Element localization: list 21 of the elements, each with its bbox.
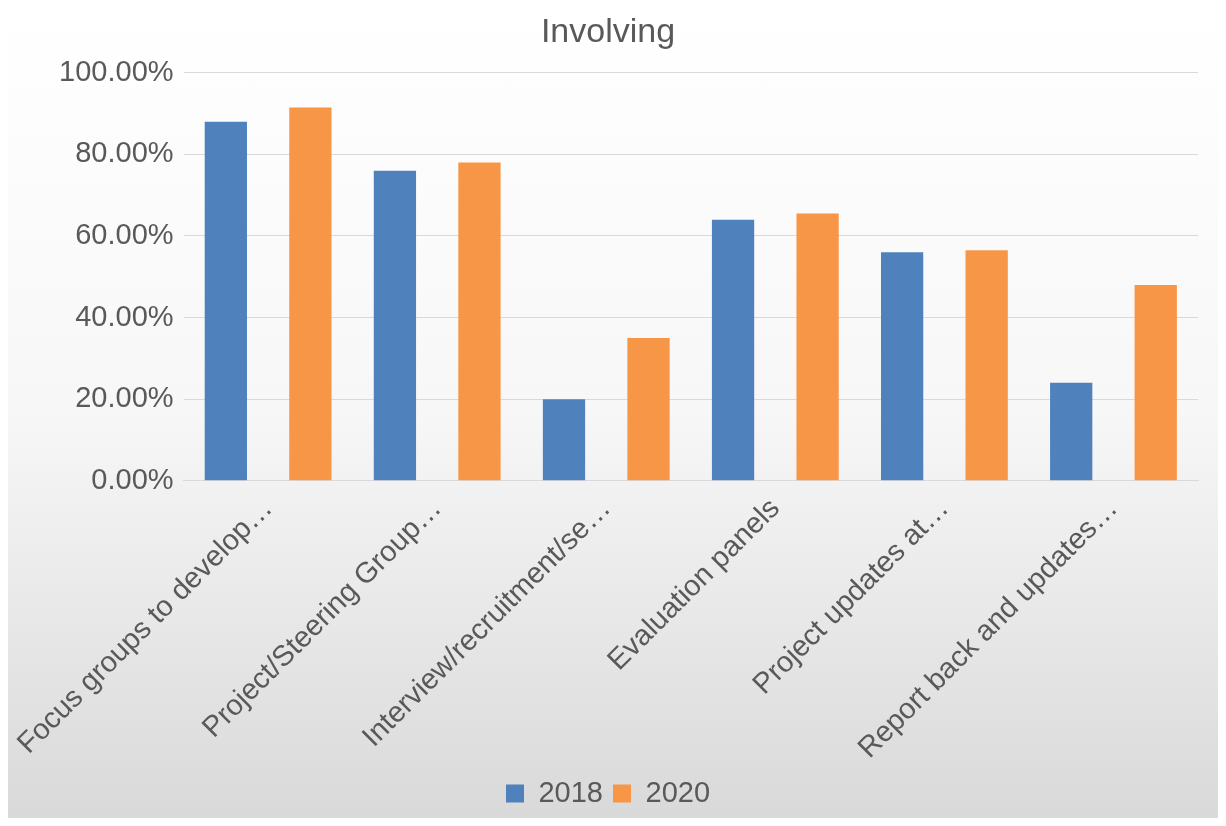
bar [880, 252, 924, 481]
bar [204, 121, 247, 481]
y-tick-label: 40.00% [75, 299, 174, 332]
bar [1050, 382, 1093, 481]
y-tick-label: 80.00% [75, 136, 174, 169]
y-tick-label: 0.00% [91, 462, 174, 495]
legend-label: 2020 [645, 775, 711, 808]
bar [796, 213, 839, 481]
chart-title: Involving [540, 10, 676, 49]
bar [711, 219, 755, 481]
bar [458, 162, 501, 481]
legend-label: 2018 [538, 775, 603, 808]
y-tick-label: 20.00% [75, 381, 174, 414]
bar [373, 170, 417, 481]
bar [1134, 284, 1177, 481]
y-tick-label: 100.00% [59, 54, 174, 87]
bar [542, 399, 586, 481]
bar [965, 250, 1008, 481]
bar [627, 337, 670, 481]
bar [289, 107, 332, 481]
y-tick-label: 60.00% [75, 217, 174, 250]
